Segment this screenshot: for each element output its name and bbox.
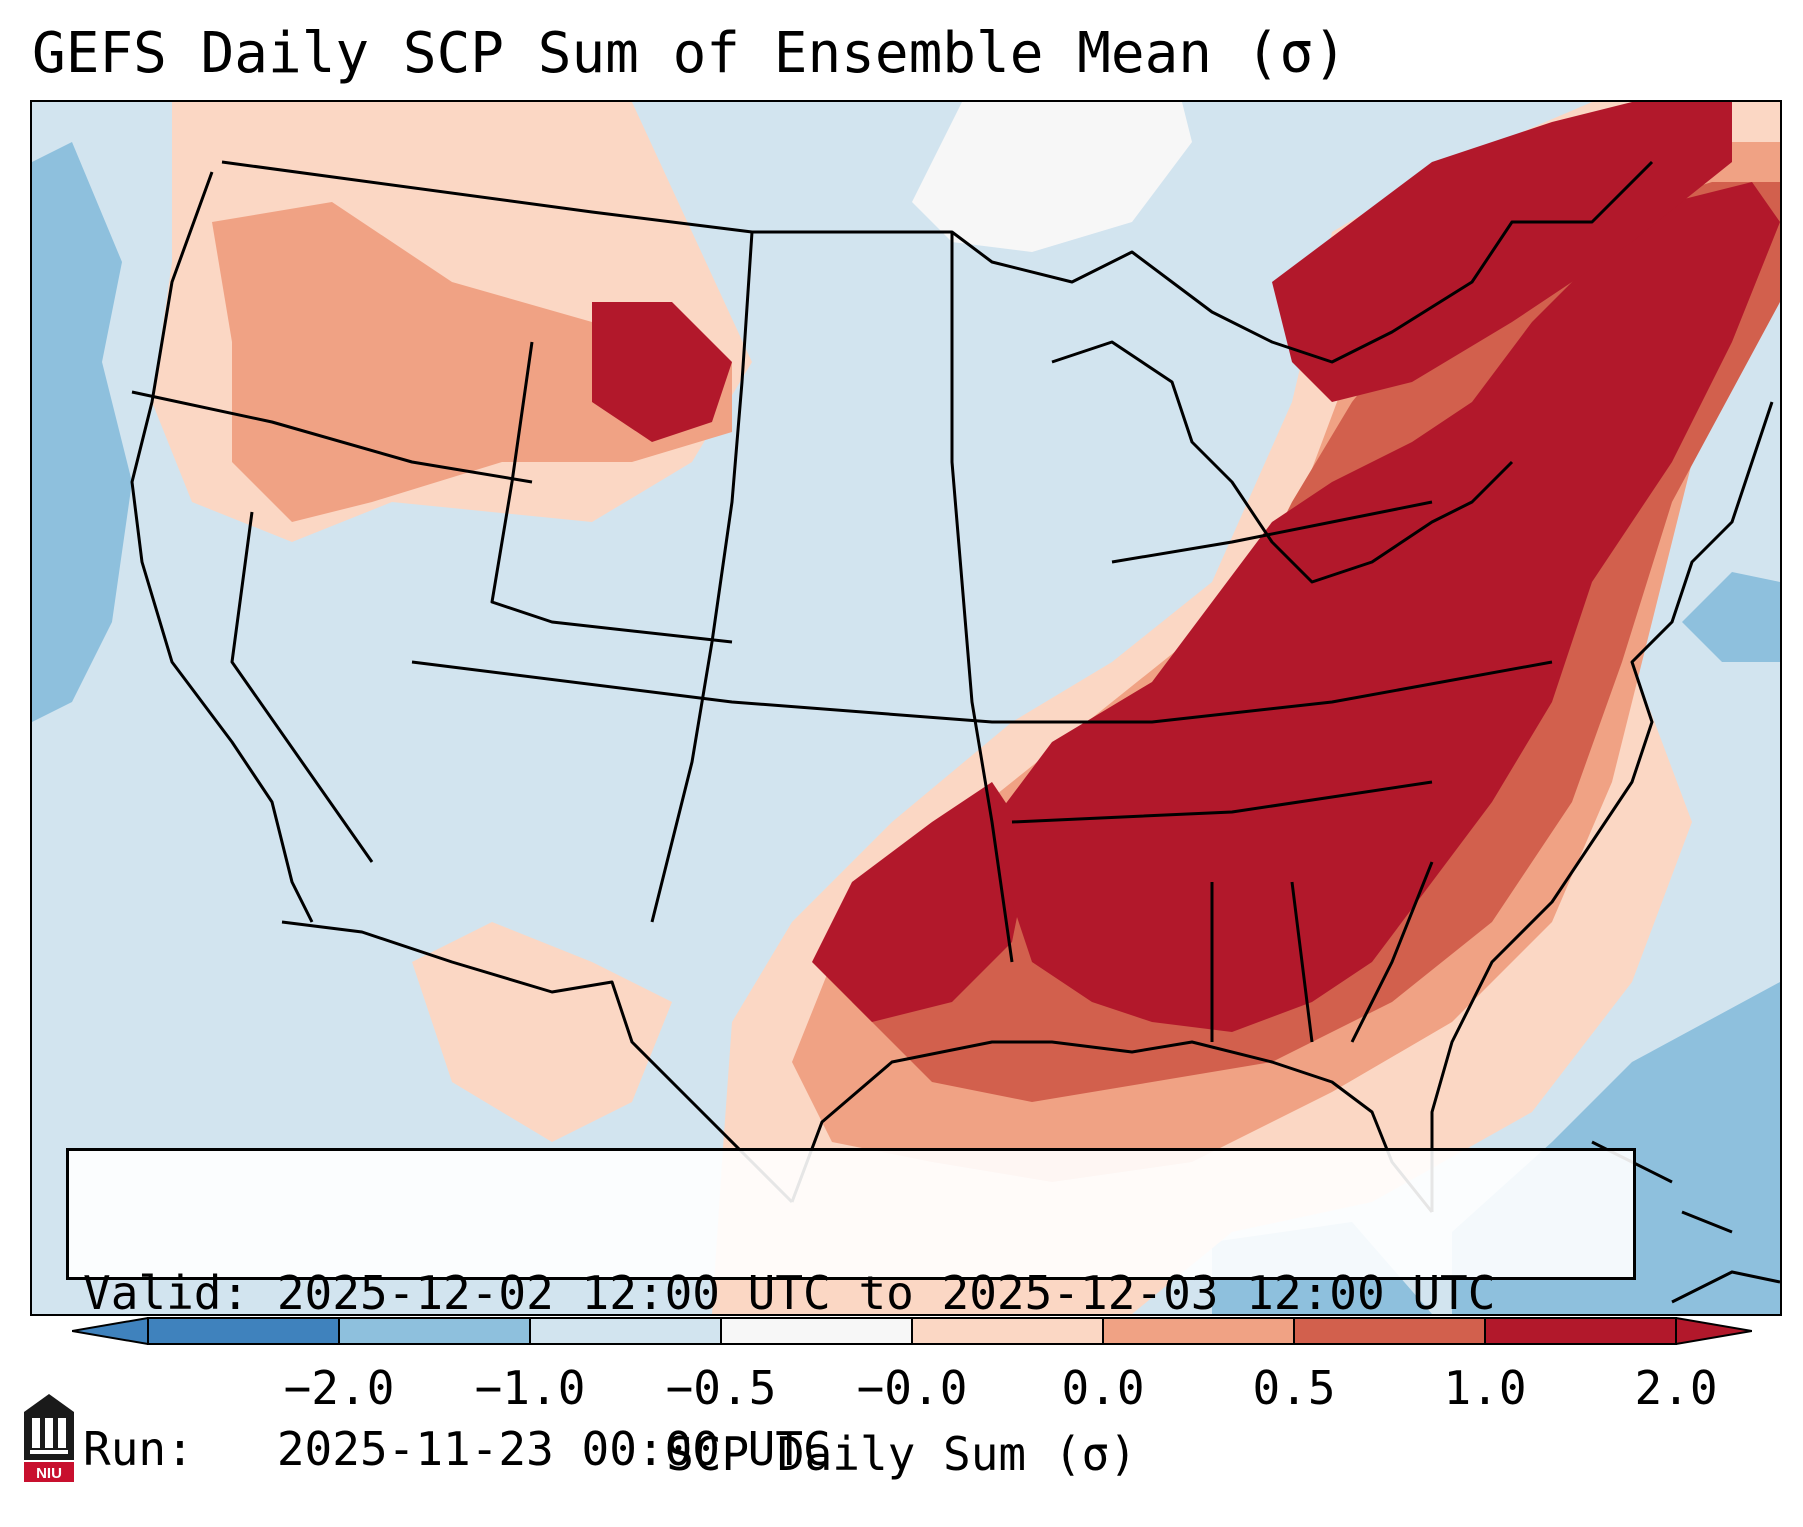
us-canada-border (221, 160, 1654, 364)
colorbar-segment (1103, 1318, 1295, 1344)
boundary-lines (130, 160, 1774, 1213)
niu-logo-icon: NIU (24, 1394, 74, 1482)
colorbar-label: SCP Daily Sum (σ) (666, 1427, 1137, 1481)
colorbar-tick-label: 2.0 (1634, 1361, 1718, 1415)
weak-positive-southwest (412, 922, 672, 1142)
colorbar-tick-label: −1.0 (474, 1361, 586, 1415)
interior-state-line-2 (490, 341, 733, 644)
interior-state-line-6 (411, 660, 1553, 724)
interior-state-line-8 (1111, 500, 1433, 564)
scp-map (32, 102, 1780, 1314)
colorbar-segment (912, 1318, 1104, 1344)
very-strong-positive-northeast (1272, 102, 1732, 402)
colorbar-tick-label: 0.5 (1252, 1361, 1336, 1415)
colorbar-tick-label: 0.0 (1061, 1361, 1145, 1415)
colorbar-segment (1294, 1318, 1486, 1344)
colorbar-extend-min (72, 1317, 149, 1345)
negative-anomaly-atlantic (1682, 572, 1780, 662)
us-mexico-border (281, 920, 794, 1204)
gulf-coast (790, 1040, 1434, 1213)
west-coast (130, 171, 314, 923)
colorbar-segment (148, 1318, 340, 1344)
great-lakes (1051, 340, 1514, 584)
zero-anomaly-area (912, 102, 1192, 252)
very-strong-positive-southern-plains (812, 782, 1032, 1022)
colorbar (72, 1317, 1752, 1345)
chart-title: GEFS Daily SCP Sum of Ensemble Mean (σ) (32, 21, 1347, 86)
interior-state-line-10 (1290, 881, 1314, 1043)
colorbar-segment (1485, 1318, 1677, 1344)
valid-time-text: Valid: 2025-12-02 12:00 UTC to 2025-12-0… (83, 1266, 1496, 1320)
east-coast (1430, 401, 1774, 1212)
interior-state-line-4 (950, 232, 1014, 963)
colorbar-tick-label: −0.5 (665, 1361, 777, 1415)
colorbar-tick-label: −0.0 (856, 1361, 968, 1415)
colorbar-segment (339, 1318, 531, 1344)
colorbar-tick-label: −2.0 (283, 1361, 395, 1415)
interior-state-line-5 (230, 511, 374, 863)
interior-state-line-7 (1011, 780, 1433, 824)
map-panel (30, 100, 1782, 1316)
colorbar-tick-label: 1.0 (1443, 1361, 1527, 1415)
colorbar-segment (721, 1318, 913, 1344)
very-strong-positive-montana (592, 302, 732, 442)
run-time-text: Run: 2025-11-23 00:00 UTC (83, 1422, 831, 1476)
very-strong-positive-east (992, 182, 1780, 1032)
interior-state-line-11 (1350, 861, 1434, 1043)
colorbar-segment (530, 1318, 722, 1344)
colorbar-extend-max (1675, 1317, 1752, 1345)
logo-text: NIU (36, 1465, 62, 1482)
validity-info-box: Valid: 2025-12-02 12:00 UTC to 2025-12-0… (66, 1148, 1636, 1475)
interior-state-line-3 (650, 231, 754, 923)
negative-anomaly-west (32, 142, 132, 722)
interior-state-line-1 (131, 390, 533, 484)
